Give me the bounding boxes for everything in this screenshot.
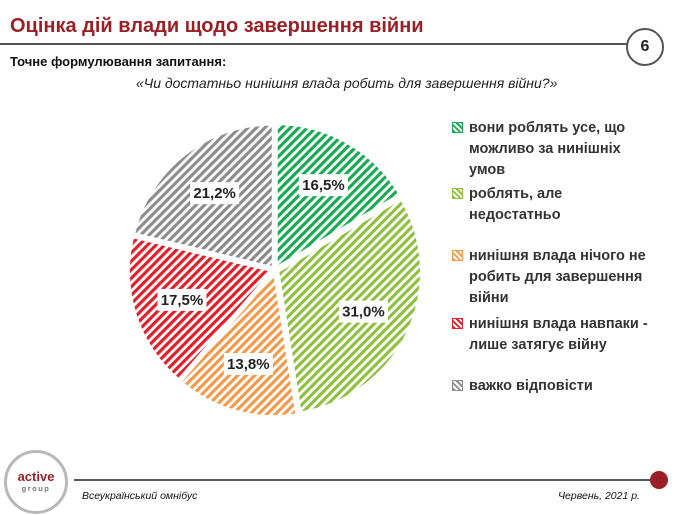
legend-swatch: [452, 318, 463, 329]
legend-swatch: [452, 122, 463, 133]
logo-text: active: [17, 469, 55, 484]
slice-value-label: 16,5%: [302, 177, 345, 194]
slice-value-label: 21,2%: [193, 185, 236, 202]
survey-name: Всеукраїнський омнібус: [82, 490, 198, 502]
legend-item-hard-to-answer: важко відповісти: [452, 376, 649, 397]
question-label: Точне формулювання запитання:: [10, 54, 227, 69]
page-title: Оцінка дій влади щодо завершення війни: [10, 15, 424, 37]
slice-label-bg: [157, 288, 207, 311]
legend-label: нинішня влада нічого не робить для завер…: [469, 248, 646, 306]
legend-item-does-nothing: нинішня влада нічого не робить для завер…: [452, 246, 649, 309]
slice-value-label: 13,8%: [227, 356, 270, 373]
question-text: «Чи достатньо нинішня влада робить для з…: [136, 75, 558, 91]
footer-divider: [74, 479, 654, 481]
slice-value-label: 17,5%: [161, 292, 204, 309]
legend-swatch: [452, 188, 463, 199]
footer-dot: [650, 471, 668, 489]
legend-swatch: [452, 250, 463, 261]
legend-item-delays: нинішня влада навпаки - лише затягує вій…: [452, 314, 649, 356]
legend-label: важко відповісти: [469, 378, 593, 394]
pie-slice: [180, 272, 297, 417]
legend-label: вони роблять усе, що можливо за нинішніх…: [469, 120, 626, 178]
slice-label-bg: [223, 353, 273, 376]
legend-label: нинішня влада навпаки - лише затягує вій…: [469, 316, 648, 353]
slice-label-bg: [338, 300, 388, 323]
legend-item-all-possible: вони роблять усе, що можливо за нинішніх…: [452, 118, 649, 181]
survey-date: Червень, 2021 р.: [557, 490, 640, 502]
legend-label: роблять, але недостатньо: [469, 186, 563, 223]
slice-label-bg: [190, 182, 240, 205]
legend-swatch: [452, 380, 463, 391]
page-number-badge: 6: [626, 28, 664, 66]
active-group-logo: active group: [4, 450, 68, 514]
legend-item-not-enough: роблять, але недостатньо: [452, 184, 619, 226]
logo-subtext: group: [21, 484, 51, 493]
title-divider: [0, 43, 628, 45]
slice-label-bg: [298, 174, 348, 197]
slice-value-label: 31,0%: [342, 304, 385, 321]
